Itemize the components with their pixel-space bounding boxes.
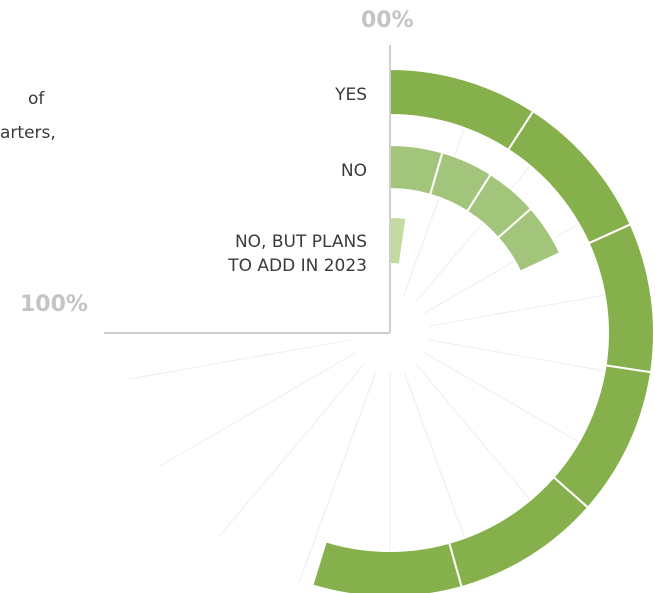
grid-line-12 xyxy=(160,352,356,467)
grid-lines xyxy=(128,83,652,593)
bar-ring-2 xyxy=(389,143,562,274)
grid-line-11 xyxy=(219,363,365,537)
grid-line-13 xyxy=(128,339,351,380)
bar-segment-1-3 xyxy=(587,223,655,374)
axis-end-label: 100% xyxy=(20,292,88,317)
intro-line-1: of xyxy=(28,89,45,109)
bar-ring-3 xyxy=(389,215,408,266)
series-label-yes: YES xyxy=(335,83,367,107)
bar-segment-1-5 xyxy=(447,475,590,589)
axes xyxy=(104,45,391,334)
bar-ring-1 xyxy=(311,67,655,593)
series-label-yes-line1: YES xyxy=(335,85,367,105)
series-label-no: NO xyxy=(341,159,367,183)
intro-text: of arters, xyxy=(0,82,56,150)
bar-rings xyxy=(311,67,655,593)
series-label-plans-line1: NO, BUT PLANS xyxy=(234,232,367,252)
series-label-plans: NO, BUT PLANS TO ADD IN 2023 xyxy=(228,230,367,278)
series-label-plans-line2: TO ADD IN 2023 xyxy=(228,256,367,276)
intro-line-2: arters, xyxy=(0,123,56,143)
bar-segment-1-6 xyxy=(311,540,463,593)
bar-segment-3-1 xyxy=(389,215,408,266)
bar-segment-2-4 xyxy=(496,207,562,274)
series-label-no-line1: NO xyxy=(340,161,367,181)
axis-start-label: 00% xyxy=(361,8,414,33)
grid-line-10 xyxy=(298,370,377,583)
